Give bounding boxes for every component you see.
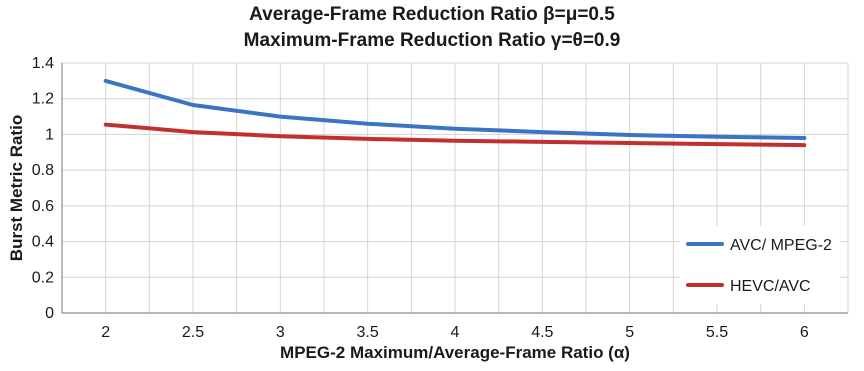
y-tick-label: 0.6	[32, 198, 54, 215]
x-tick-label: 2	[101, 324, 110, 341]
x-axis-title: MPEG-2 Maximum/Average-Frame Ratio (α)	[280, 343, 630, 362]
tick-labels: 0 0.2 0.4 0.6 0.8 1 1.2 1.4 2 2.5 3 3.5 4 4.5 5 5.5 6	[32, 55, 809, 341]
x-tick-label: 4.5	[531, 324, 553, 341]
legend-label: AVC/ MPEG-2	[730, 237, 832, 254]
x-tick-label: 6	[800, 324, 809, 341]
y-tick-label: 1	[45, 126, 54, 143]
y-tick-label: 0.4	[32, 234, 54, 251]
y-tick-label: 0.2	[32, 269, 54, 286]
y-axis-title: Burst Metric Ratio	[7, 115, 26, 261]
axes	[61, 63, 848, 314]
legend: AVC/ MPEG-2 HEVC/AVC	[680, 226, 840, 304]
series-line-avc-mpeg2	[103, 78, 807, 140]
x-tick-label: 2.5	[182, 324, 204, 341]
series-lines	[103, 78, 807, 148]
chart-subtitle: Maximum-Frame Reduction Ratio γ=θ=0.9	[243, 30, 621, 51]
legend-label: HEVC/AVC	[730, 278, 811, 295]
y-tick-label: 1.4	[32, 55, 54, 72]
y-tick-label: 1.2	[32, 91, 54, 108]
chart-title: Average-Frame Reduction Ratio β=μ=0.5	[249, 4, 615, 25]
y-tick-label: 0.8	[32, 162, 54, 179]
legend-background	[680, 226, 840, 304]
x-tick-label: 5	[625, 324, 634, 341]
x-tick-label: 3.5	[357, 324, 379, 341]
series-line-hevc-avc	[103, 122, 807, 148]
x-tick-label: 5.5	[706, 324, 728, 341]
y-tick-label: 0	[45, 305, 54, 322]
x-tick-label: 3	[276, 324, 285, 341]
x-tick-label: 4	[451, 324, 460, 341]
